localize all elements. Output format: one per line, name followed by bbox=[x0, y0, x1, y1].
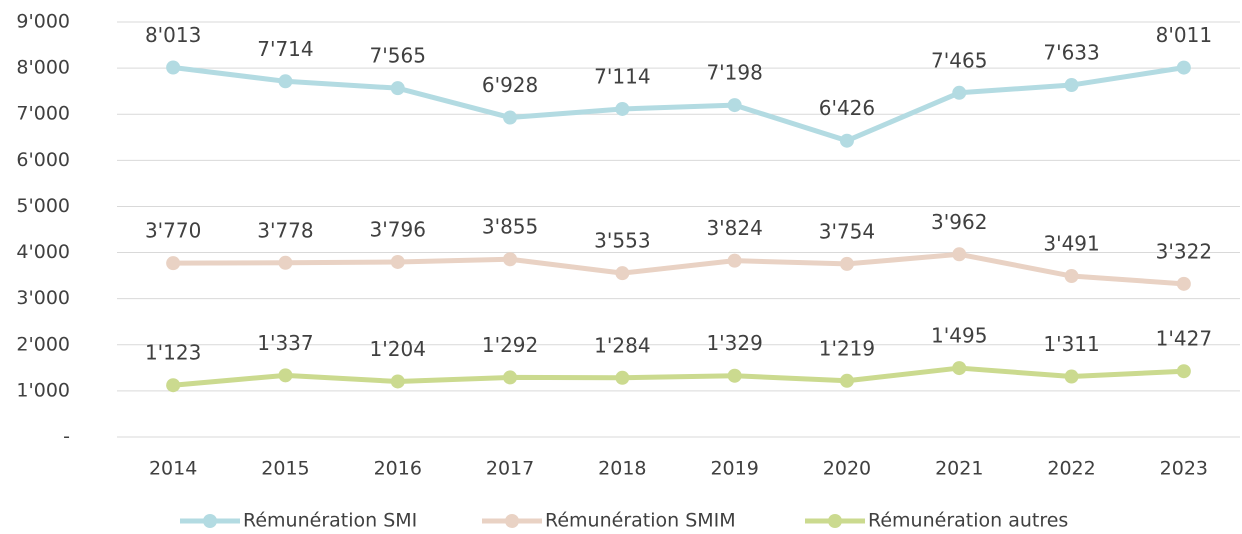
x-tick-label: 2022 bbox=[1047, 458, 1095, 480]
x-tick-label: 2014 bbox=[149, 458, 197, 480]
point bbox=[1176, 364, 1191, 379]
point bbox=[839, 373, 854, 388]
y-tick-label: 9'000 bbox=[16, 11, 70, 33]
legend-marker bbox=[505, 514, 519, 528]
point bbox=[166, 378, 181, 393]
x-tick-label: 2020 bbox=[823, 458, 871, 480]
data-label: 3'754 bbox=[819, 219, 875, 243]
point bbox=[727, 253, 742, 268]
data-label: 1'329 bbox=[706, 331, 762, 355]
point bbox=[166, 60, 181, 75]
data-label: 6'928 bbox=[482, 73, 538, 97]
point bbox=[1176, 60, 1191, 75]
x-tick-label: 2023 bbox=[1160, 458, 1208, 480]
x-tick-label: 2016 bbox=[374, 458, 422, 480]
data-label: 1'337 bbox=[257, 331, 313, 355]
x-tick-label: 2017 bbox=[486, 458, 534, 480]
data-label: 3'855 bbox=[482, 215, 538, 239]
data-label: 1'123 bbox=[145, 341, 201, 365]
x-tick-label: 2019 bbox=[710, 458, 758, 480]
data-label: 3'491 bbox=[1043, 232, 1099, 256]
y-tick-label: 4'000 bbox=[16, 241, 70, 263]
point bbox=[390, 374, 405, 389]
y-tick-label: 3'000 bbox=[16, 287, 70, 309]
x-tick-label: 2021 bbox=[935, 458, 983, 480]
legend-label: Rémunération autres bbox=[868, 510, 1068, 532]
data-label: 7'633 bbox=[1043, 41, 1099, 65]
legend-marker bbox=[828, 514, 842, 528]
point bbox=[390, 254, 405, 269]
point bbox=[615, 266, 630, 281]
point bbox=[615, 101, 630, 116]
data-label: 3'322 bbox=[1156, 239, 1212, 263]
y-tick-label: 7'000 bbox=[16, 103, 70, 125]
data-label: 7'114 bbox=[594, 64, 650, 88]
y-tick-label: 2'000 bbox=[16, 333, 70, 355]
data-label: 3'770 bbox=[145, 219, 201, 243]
point bbox=[615, 370, 630, 385]
data-label: 7'198 bbox=[706, 61, 762, 85]
data-label: 1'311 bbox=[1043, 332, 1099, 356]
y-tick-label: 6'000 bbox=[16, 149, 70, 171]
data-label: 1'204 bbox=[370, 337, 426, 361]
data-label: 3'824 bbox=[706, 216, 762, 240]
point bbox=[278, 255, 293, 270]
point bbox=[1064, 369, 1079, 384]
data-label: 1'292 bbox=[482, 333, 538, 357]
series-line bbox=[173, 251, 1185, 287]
data-label: 8'011 bbox=[1156, 23, 1212, 47]
series-line bbox=[172, 65, 1185, 144]
point bbox=[278, 368, 293, 383]
point bbox=[839, 133, 854, 148]
data-label: 1'284 bbox=[594, 333, 650, 357]
legend-label: Rémunération SMIM bbox=[545, 510, 736, 532]
point bbox=[1176, 276, 1191, 291]
point bbox=[727, 368, 742, 383]
y-tick-label: 5'000 bbox=[16, 195, 70, 217]
y-tick-label: 8'000 bbox=[16, 57, 70, 79]
point bbox=[952, 85, 967, 100]
data-label: 3'962 bbox=[931, 210, 987, 234]
data-label: 6'426 bbox=[819, 96, 875, 120]
point bbox=[503, 110, 518, 125]
point bbox=[166, 256, 181, 271]
series-line bbox=[172, 365, 1184, 388]
y-tick-label: - bbox=[63, 426, 70, 448]
x-tick-label: 2015 bbox=[261, 458, 309, 480]
point bbox=[952, 247, 967, 262]
data-label: 1'219 bbox=[819, 336, 875, 360]
data-label: 1'495 bbox=[931, 324, 987, 348]
data-label: 3'553 bbox=[594, 229, 650, 253]
point bbox=[278, 74, 293, 89]
point bbox=[390, 81, 405, 96]
data-label: 7'565 bbox=[370, 44, 426, 68]
data-label: 8'013 bbox=[145, 23, 201, 47]
data-label: 7'465 bbox=[931, 48, 987, 72]
x-tick-label: 2018 bbox=[598, 458, 646, 480]
point bbox=[952, 361, 967, 376]
point bbox=[503, 370, 518, 385]
legend-label: Rémunération SMI bbox=[243, 510, 417, 532]
data-label: 3'796 bbox=[370, 217, 426, 241]
data-label: 3'778 bbox=[257, 218, 313, 242]
point bbox=[727, 98, 742, 113]
data-label: 1'427 bbox=[1156, 327, 1212, 351]
legend-marker bbox=[203, 514, 217, 528]
point bbox=[839, 256, 854, 271]
point bbox=[503, 252, 518, 267]
data-label: 7'714 bbox=[257, 37, 313, 61]
y-tick-label: 1'000 bbox=[16, 379, 70, 401]
point bbox=[1064, 269, 1079, 284]
point bbox=[1064, 78, 1079, 93]
